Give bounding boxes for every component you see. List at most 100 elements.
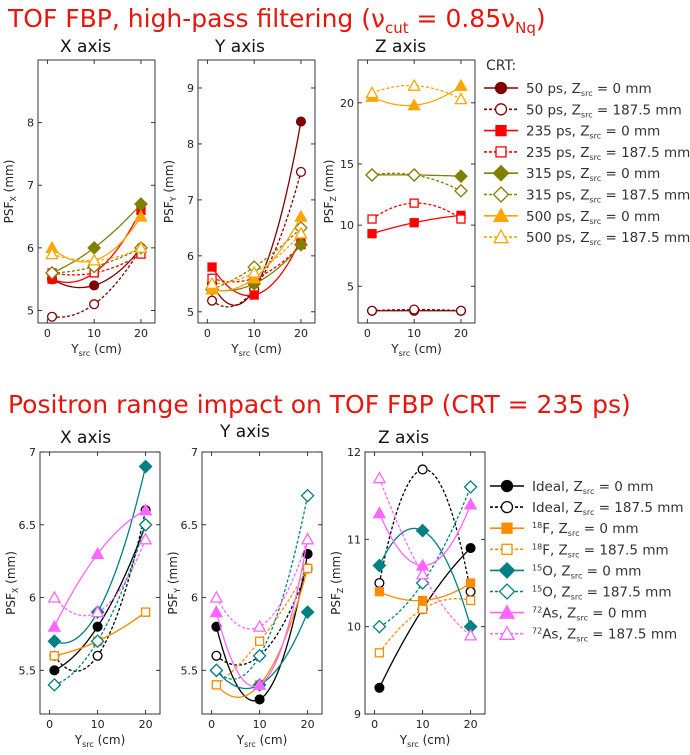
- y-tick-label: 6.5: [19, 519, 37, 532]
- chart-panel-1: X axis 5 6 7 8 0 10 20 Ysrc (cm) PSFX (mm): [2, 37, 156, 358]
- series-line-4: [371, 202, 462, 220]
- data-point: [89, 280, 100, 291]
- data-point: [365, 86, 379, 99]
- x-tick-label: 20: [464, 718, 478, 731]
- y-tick-label: 8: [27, 117, 34, 130]
- data-point: [465, 586, 476, 597]
- data-point: [372, 471, 387, 484]
- data-point: [138, 532, 153, 545]
- data-point: [454, 183, 468, 198]
- x-axis-label: Ysrc (cm): [399, 733, 451, 749]
- x-tick-label: 0: [204, 327, 211, 340]
- legend-marker: [494, 81, 508, 95]
- y-tick-label: 6.5: [181, 519, 199, 532]
- data-point: [415, 567, 430, 580]
- y-tick-label: 15: [340, 158, 354, 171]
- legend-marker: [500, 479, 514, 493]
- panel-title: X axis: [60, 428, 111, 448]
- x-tick-label: 0: [371, 718, 378, 731]
- data-point: [207, 262, 217, 272]
- data-point: [252, 677, 267, 691]
- data-point: [254, 636, 265, 646]
- y-tick-label: 6: [191, 592, 198, 605]
- x-tick-label: 0: [364, 327, 371, 340]
- y-axis-label: PSFX (mm): [4, 551, 20, 615]
- y-tick-label: 5: [187, 306, 194, 319]
- data-point: [374, 577, 385, 589]
- series-line-4: [54, 611, 146, 657]
- data-point: [138, 503, 153, 516]
- legend-marker: [495, 124, 507, 137]
- data-point: [294, 237, 308, 252]
- data-point: [211, 680, 222, 690]
- series-line-3: [215, 568, 309, 698]
- x-tick-label: 0: [208, 718, 215, 731]
- legend-marker: [492, 228, 510, 244]
- data-point: [247, 265, 261, 278]
- data-point: [409, 218, 419, 228]
- data-point: [47, 619, 62, 632]
- section-title-positron: Positron range impact on TOF FBP (CRT = …: [8, 390, 631, 419]
- data-point: [302, 563, 313, 574]
- legend-marker: [495, 146, 507, 158]
- y-tick-label: 7: [27, 179, 34, 192]
- legend-entry-3: 18F, Zsrc = 0 mm: [532, 521, 639, 538]
- x-tick-label: 10: [91, 718, 105, 731]
- y-tick-label: 5.5: [181, 664, 199, 677]
- y-tick-label: 6: [27, 242, 34, 255]
- data-point: [374, 682, 385, 693]
- x-axis-label: Ysrc (cm): [230, 342, 282, 358]
- x-tick-label: 0: [44, 327, 51, 340]
- y-tick-label: 10: [347, 621, 361, 634]
- legend-entry-3: 235 ps, Zsrc = 0 mm: [526, 124, 660, 141]
- data-point: [455, 305, 467, 316]
- data-point: [205, 276, 219, 289]
- data-point: [372, 506, 387, 519]
- data-point: [90, 546, 105, 560]
- data-point: [300, 532, 315, 545]
- legend-entry-7: 72As, Zsrc = 0 mm: [532, 606, 647, 623]
- legends-layer: CRT: 50 ps, Zsrc = 0 mm 50 ps, Zsrc = 187.…: [484, 58, 690, 644]
- data-point: [367, 214, 377, 224]
- data-point: [454, 169, 468, 184]
- legend-marker: [500, 500, 514, 514]
- legend-entry-4: 235 ps, Zsrc = 187.5 mm: [526, 145, 690, 162]
- y-tick-label: 9: [354, 708, 361, 721]
- data-point: [417, 595, 428, 606]
- data-point: [249, 290, 259, 300]
- data-point: [407, 98, 421, 111]
- x-tick-label: 10: [247, 327, 261, 340]
- legend-entry-2: 50 ps, Zsrc = 187.5 mm: [526, 102, 682, 119]
- data-point: [138, 517, 153, 532]
- y-tick-label: 7: [29, 446, 36, 459]
- y-tick-label: 6: [29, 592, 36, 605]
- x-tick-label: 20: [454, 327, 468, 340]
- data-point: [140, 607, 151, 617]
- data-point: [294, 209, 308, 222]
- data-point: [89, 299, 100, 310]
- data-point: [47, 677, 62, 692]
- legend-marker: [498, 625, 516, 640]
- data-point: [372, 619, 387, 634]
- data-point: [90, 634, 105, 649]
- data-point: [300, 605, 315, 620]
- data-point: [46, 311, 58, 322]
- data-point: [465, 595, 476, 606]
- data-point: [252, 648, 267, 663]
- y-tick-label: 5.5: [19, 664, 37, 677]
- chart-panel-2: Y axis 5 6 7 8 9 0 10 20 Ysrc (cm) PSFY (mm): [162, 37, 316, 358]
- y-tick-label: 20: [340, 97, 354, 110]
- x-tick-label: 10: [407, 327, 421, 340]
- legend-marker: [492, 186, 510, 203]
- y-axis-label: PSFZ (mm): [322, 160, 338, 224]
- legend-marker: [498, 604, 516, 619]
- data-point: [417, 604, 428, 614]
- panel-title: Z axis: [375, 37, 426, 57]
- legend-entry-4: 18F, Zsrc = 187.5 mm: [532, 542, 669, 559]
- panel-title: Y axis: [214, 37, 265, 57]
- chart-panel-6: Z axis 9 10 11 12 0 10 20 Ysrc (cm) PSFZ (mm): [329, 428, 486, 749]
- plot-frame: [201, 451, 323, 715]
- y-tick-label: 5: [347, 280, 354, 293]
- data-point: [254, 694, 265, 705]
- plots-layer: X axis 5 6 7 8 0 10 20 Ysrc (cm) PSFX (mm) Y axis 5…: [2, 37, 486, 749]
